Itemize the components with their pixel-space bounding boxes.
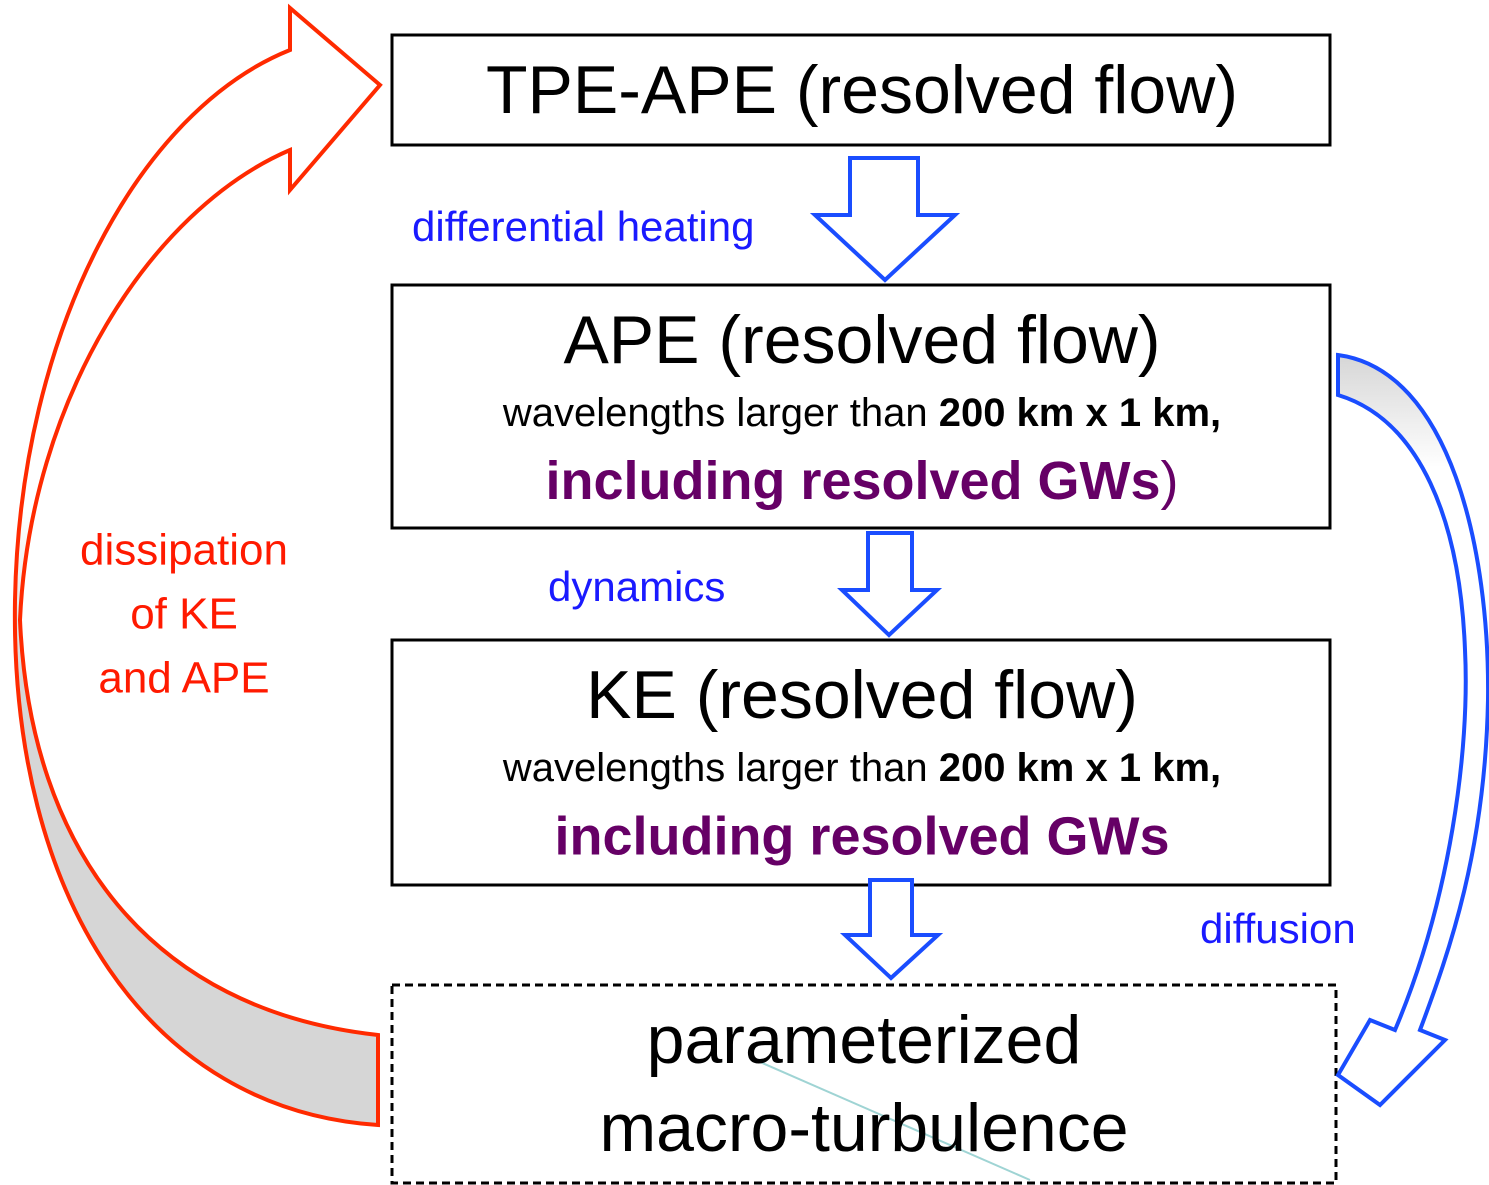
edge-label: dynamics [548,563,725,610]
highlight: including resolved GWs [545,451,1160,511]
arrow [809,156,961,283]
tail: ) [1161,451,1179,511]
arrow [837,531,943,638]
detail-bold: 200 km x 1 km, [939,391,1221,435]
box [390,638,1332,887]
node-highlight: including resolved GWs [554,806,1169,866]
box-dashed [390,983,1338,1185]
node-label: parameterized [647,1002,1082,1078]
detail: wavelengths larger than [502,746,939,790]
arrow [839,878,944,981]
node-label: KE (resolved flow) [586,657,1138,733]
edge-label: of KE [130,590,238,639]
box [390,33,1332,147]
detail-bold: 200 km x 1 km, [939,746,1221,790]
box [390,283,1332,530]
edge-label: diffusion [1200,905,1356,952]
detail: wavelengths larger than [502,391,939,435]
node-detail: wavelengths larger than 200 km x 1 km, [502,746,1221,790]
node-highlight: including resolved GWs) [545,451,1178,511]
edge-label: and APE [98,654,269,703]
edge-label: dissipation [80,526,288,575]
connector [759,1061,1031,1181]
node-label: TPE-APE (resolved flow) [486,52,1238,128]
node-label: macro-turbulence [599,1090,1128,1166]
curved-arrow [12,3,383,1128]
curved-arrow [1335,352,1489,1108]
node-label: APE (resolved flow) [563,302,1160,378]
edge-label: differential heating [412,203,754,250]
node-detail: wavelengths larger than 200 km x 1 km, [502,391,1221,435]
